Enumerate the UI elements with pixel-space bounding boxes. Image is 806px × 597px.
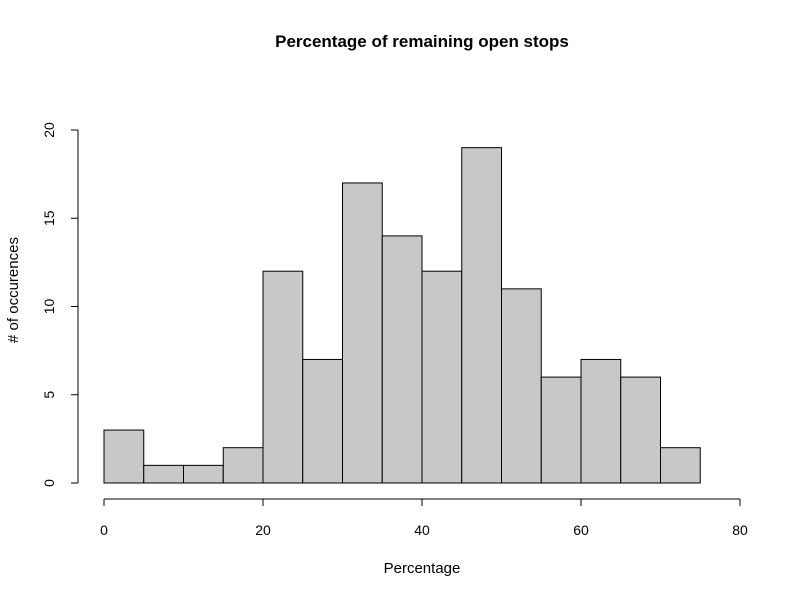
histogram-bar (342, 182, 383, 484)
x-tick-label: 20 (255, 522, 271, 538)
histogram-bar (222, 447, 264, 484)
histogram-bar (103, 429, 145, 484)
histogram-bar (501, 288, 542, 484)
histogram-bar (660, 447, 701, 484)
histogram-bar (262, 270, 304, 484)
y-axis: 0 5 10 15 20 (41, 122, 79, 487)
histogram-bar (421, 270, 463, 484)
y-tick-label: 5 (41, 391, 57, 399)
histogram-bar (580, 358, 622, 484)
x-axis: 0 20 40 60 80 (100, 498, 748, 538)
x-axis-label: Percentage (384, 560, 461, 577)
x-tick-label: 80 (732, 522, 748, 538)
histogram-bars (103, 147, 701, 484)
y-tick-label: 20 (41, 122, 57, 138)
histogram-bar (143, 464, 184, 484)
x-tick-label: 0 (100, 522, 108, 538)
chart-title: Percentage of remaining open stops (275, 32, 569, 51)
y-tick-label: 0 (41, 479, 57, 487)
y-tick-label: 15 (41, 210, 57, 226)
histogram-bar (540, 376, 582, 484)
histogram-bar (461, 147, 502, 484)
histogram-bar (302, 358, 343, 484)
histogram-bar (620, 376, 661, 484)
y-axis-label: # of occurences (5, 237, 22, 343)
x-tick-label: 60 (573, 522, 589, 538)
x-tick-label: 40 (414, 522, 430, 538)
histogram-bar (381, 235, 423, 484)
y-tick-label: 10 (41, 299, 57, 315)
histogram-bar (183, 464, 224, 484)
